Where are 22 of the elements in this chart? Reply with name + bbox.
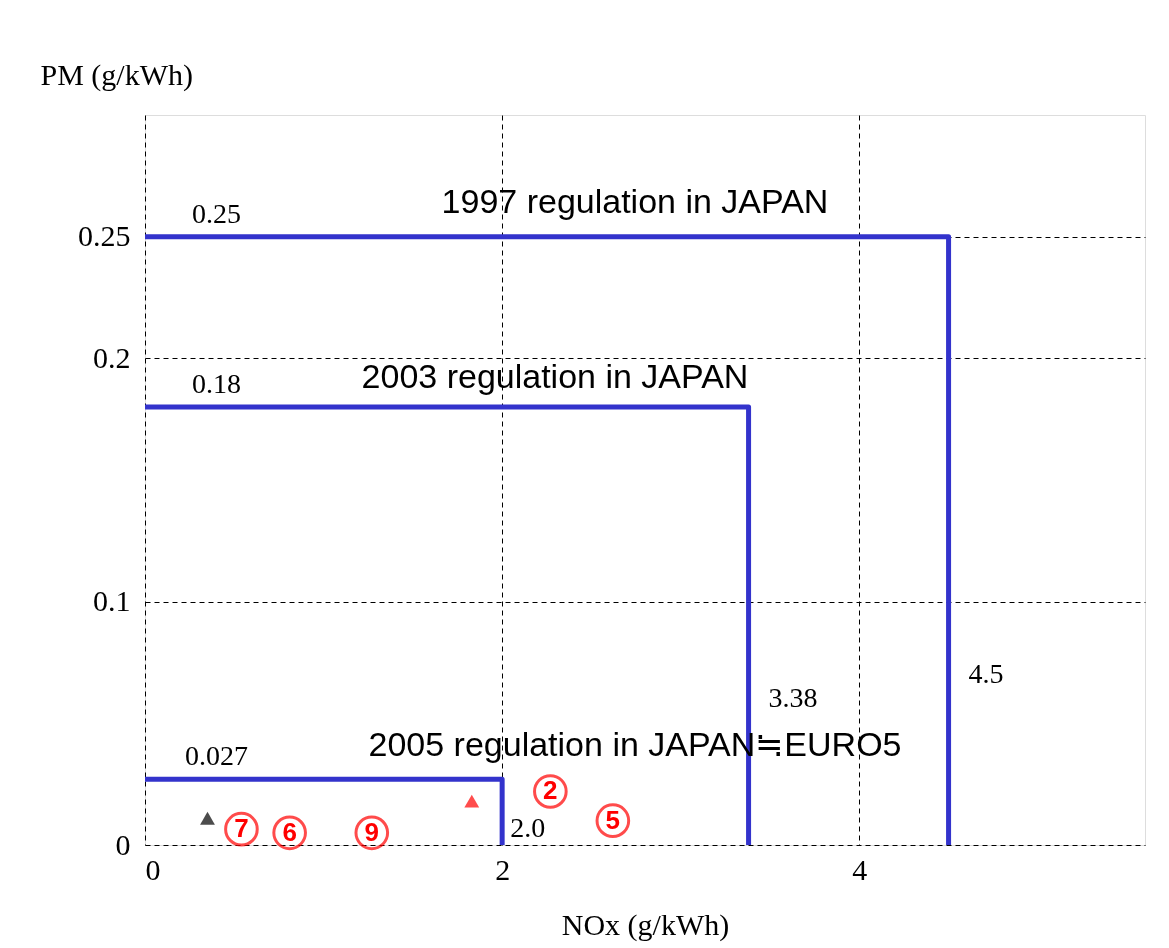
annotation: 2 <box>543 775 558 806</box>
annotation: 1997 regulation in JAPAN <box>441 181 829 220</box>
annotation: 2.0 <box>510 812 546 843</box>
y-tick-label: 0 <box>115 827 131 861</box>
annotation: 0.027 <box>184 740 248 772</box>
y-tick-label: 0.1 <box>93 584 131 618</box>
x-axis-title: NOx (g/kWh) <box>561 907 730 942</box>
y-tick-label: 0.25 <box>78 219 131 253</box>
y-tick-label: 0.2 <box>93 340 131 374</box>
annotation: 0.25 <box>191 197 241 229</box>
x-tick-label: 2 <box>495 852 511 886</box>
annotation: 6 <box>282 816 297 847</box>
annotation: 3.38 <box>768 682 818 713</box>
annotation: 7 <box>234 813 249 844</box>
annotation: 0.18 <box>191 368 241 399</box>
annotation: 9 <box>364 816 380 847</box>
annotation: 2003 regulation in JAPAN <box>361 356 749 395</box>
y-axis-title: PM (g/kWh) <box>40 57 193 92</box>
x-tick-label: 0 <box>145 852 161 886</box>
annotation: 4.5 <box>968 657 1004 689</box>
x-tick-label: 4 <box>852 852 868 886</box>
annotation: 5 <box>605 804 621 835</box>
